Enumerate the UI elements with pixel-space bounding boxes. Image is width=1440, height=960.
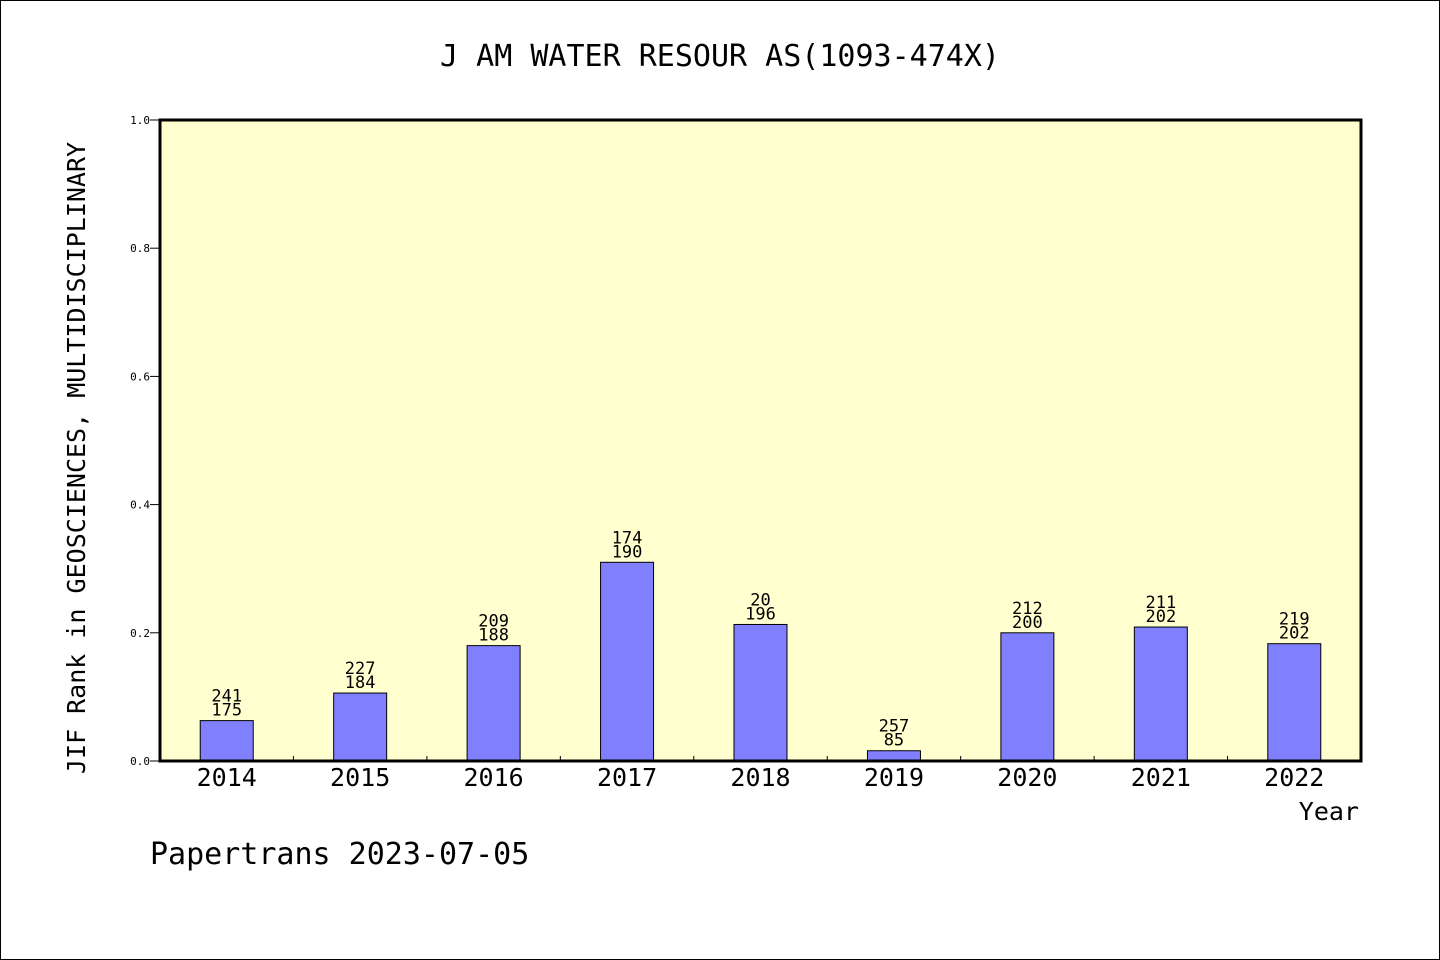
bar-label-top-2014: 241 bbox=[211, 687, 242, 707]
y-axis-label: JIF Rank in GEOSCIENCES, MULTIDISCIPLINA… bbox=[62, 142, 91, 774]
bar-label-top-2019: 257 bbox=[879, 717, 910, 737]
bar-label-top-2017: 174 bbox=[612, 528, 643, 548]
bar-label-top-2022: 219 bbox=[1279, 610, 1310, 630]
bar-label-bottom-2017: 190 bbox=[612, 542, 643, 562]
y-tick-label: 0.8 bbox=[130, 242, 150, 255]
y-tick-label: 1.0 bbox=[130, 114, 150, 127]
x-axis-label: Year bbox=[1299, 797, 1359, 826]
bar-label-bottom-2018: 196 bbox=[745, 604, 776, 624]
bar-2014 bbox=[199, 720, 254, 762]
x-tick-label-2020: 2020 bbox=[997, 763, 1057, 792]
y-tick-label: 0.6 bbox=[130, 370, 150, 383]
x-tick-label-2019: 2019 bbox=[864, 763, 924, 792]
bar-2021 bbox=[1133, 626, 1188, 762]
bar-label-top-2021: 211 bbox=[1145, 593, 1176, 613]
bar-label-bottom-2014: 175 bbox=[211, 701, 242, 721]
chart-title: J AM WATER RESOUR AS(1093-474X) bbox=[440, 39, 1000, 74]
bar-label-top-2015: 227 bbox=[345, 659, 376, 679]
bar-label-top-2020: 212 bbox=[1012, 599, 1043, 619]
bar-label-top-2016: 209 bbox=[478, 612, 509, 632]
x-tick-label-2022: 2022 bbox=[1264, 763, 1324, 792]
y-tick-label: 0.4 bbox=[130, 499, 150, 512]
plot-border bbox=[158, 118, 1363, 763]
x-tick-label-2015: 2015 bbox=[330, 763, 390, 792]
bar-2015 bbox=[333, 692, 388, 762]
bar-2017 bbox=[600, 561, 655, 762]
bar-label-bottom-2019: 85 bbox=[884, 731, 904, 751]
bar-label-bottom-2016: 188 bbox=[478, 626, 509, 646]
y-tick-label: 0.0 bbox=[130, 755, 150, 768]
footer-credit: Papertrans 2023-07-05 bbox=[150, 837, 529, 872]
x-axis-ticks: 2014 2015 2016 2017 2018 2019 2020 2021 2022 bbox=[197, 756, 1324, 792]
bar-2016 bbox=[466, 645, 521, 762]
y-axis-ticks: 0.0 0.2 0.4 0.6 0.8 1.0 bbox=[130, 114, 160, 768]
bar-label-bottom-2021: 202 bbox=[1145, 607, 1176, 627]
bar-2022 bbox=[1267, 643, 1322, 762]
bars-group bbox=[199, 561, 1322, 762]
x-tick-label-2017: 2017 bbox=[597, 763, 657, 792]
bar-2018 bbox=[733, 623, 788, 762]
bar-2020 bbox=[1000, 632, 1055, 762]
y-tick-label: 0.2 bbox=[130, 627, 150, 640]
bar-label-bottom-2015: 184 bbox=[345, 673, 376, 693]
x-tick-label-2014: 2014 bbox=[197, 763, 257, 792]
x-tick-label-2016: 2016 bbox=[464, 763, 524, 792]
bar-label-bottom-2022: 202 bbox=[1279, 624, 1310, 644]
bar-2019 bbox=[866, 750, 921, 762]
bar-label-top-2018: 20 bbox=[750, 590, 770, 610]
x-tick-label-2021: 2021 bbox=[1131, 763, 1191, 792]
bar-label-bottom-2020: 200 bbox=[1012, 613, 1043, 633]
x-tick-label-2018: 2018 bbox=[730, 763, 790, 792]
